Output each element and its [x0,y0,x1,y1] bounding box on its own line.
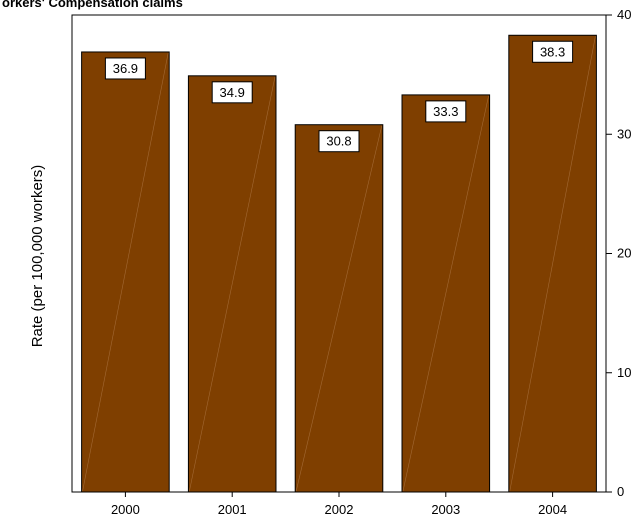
bar-highlight [509,36,596,492]
data-label-box [318,130,360,153]
data-label: 36.9 [113,61,138,76]
data-label-box [532,40,574,63]
data-label-box [104,57,146,80]
x-tick-label: 2000 [111,502,140,517]
y-tick-label: 0 [617,484,624,499]
x-tick-label: 2004 [538,502,567,517]
data-label: 38.3 [540,44,565,59]
y-tick-label: 20 [617,246,631,261]
bar-highlight [295,125,383,492]
x-tick-label: 2003 [431,502,460,517]
data-label-box [425,100,467,123]
bar-highlight [82,52,169,492]
y-tick-label: 30 [617,126,631,141]
y-axis: 0 10 20 30 40 [606,7,631,499]
data-label: 34.9 [220,85,245,100]
x-axis: 2000 2001 2002 2003 2004 [111,492,567,517]
x-tick-label: 2002 [325,502,354,517]
x-tick-label: 2001 [218,502,247,517]
data-label-box [211,81,253,104]
chart-title: orkers' Compensation claims [2,0,183,10]
y-axis-label: Rate (per 100,000 workers) [29,165,46,348]
data-label: 30.8 [326,134,351,149]
bar-highlight [402,95,489,492]
bar-series: 36.9 34.9 30.8 33.3 38.3 [81,34,597,493]
y-tick-label: 40 [617,7,631,22]
data-label: 33.3 [433,104,458,119]
y-tick-label: 10 [617,365,631,380]
bar-highlight [189,76,276,492]
